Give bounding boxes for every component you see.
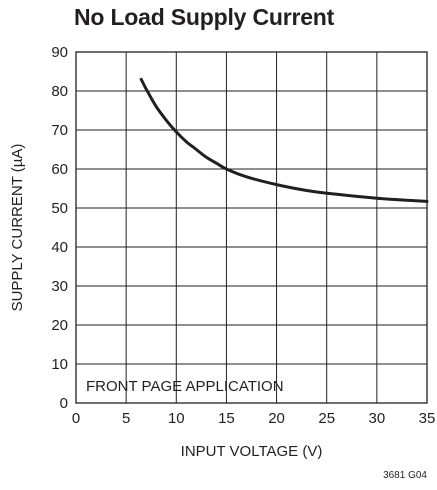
- x-tick-label: 15: [218, 410, 235, 427]
- y-tick-label: 10: [51, 356, 68, 373]
- chart-title: No Load Supply Current: [74, 4, 335, 30]
- plot-frame: [75, 51, 428, 404]
- x-tick-label: 0: [72, 410, 80, 427]
- x-tick-label: 20: [268, 410, 285, 427]
- x-tick-label: 25: [318, 410, 335, 427]
- y-tick-label: 70: [51, 122, 68, 139]
- x-tick-label: 5: [122, 410, 130, 427]
- chart-annotation: FRONT PAGE APPLICATION: [86, 378, 284, 395]
- x-tick-label: 35: [419, 410, 436, 427]
- x-tick-label: 10: [168, 410, 185, 427]
- y-tick-label: 90: [51, 44, 68, 61]
- y-tick-label: 80: [51, 83, 68, 100]
- x-axis-label: INPUT VOLTAGE (V): [181, 443, 323, 460]
- y-axis-label: SUPPLY CURRENT (µA): [9, 144, 26, 312]
- y-tick-label: 50: [51, 200, 68, 217]
- series-lines: [139, 77, 429, 203]
- y-tick-label: 60: [51, 161, 68, 178]
- y-tick-label: 30: [51, 278, 68, 295]
- y-tick-label: 40: [51, 239, 68, 256]
- series-line: [139, 77, 429, 203]
- y-tick-label: 20: [51, 317, 68, 334]
- y-tick-labels: 0 10 20 30 40 50 60 70 80 90: [51, 44, 68, 412]
- grid-lines: [76, 52, 427, 403]
- figure-id: 3681 G04: [383, 470, 427, 481]
- plot-border: [75, 51, 428, 404]
- x-tick-labels: 0 5 10 15 20 25 30 35: [72, 410, 436, 427]
- y-tick-label: 0: [60, 395, 68, 412]
- x-tick-label: 30: [369, 410, 386, 427]
